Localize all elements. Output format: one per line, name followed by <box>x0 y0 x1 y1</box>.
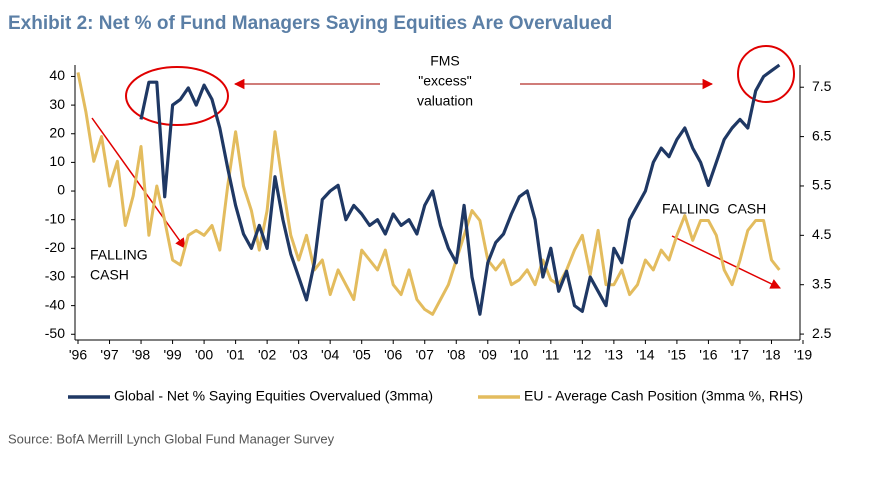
x-tick-label: '16 <box>699 347 717 363</box>
y-tick-label: -20 <box>45 239 65 255</box>
x-tick-label: '14 <box>636 347 654 363</box>
y-tick-label: -40 <box>45 296 65 312</box>
x-tick-label: '10 <box>510 347 528 363</box>
y-tick-label: -30 <box>45 268 65 284</box>
x-tick-label: '19 <box>794 347 812 363</box>
x-tick-label: '15 <box>668 347 686 363</box>
x-tick-label: '17 <box>731 347 749 363</box>
source: Source: BofA Merrill Lynch Global Fund M… <box>8 431 335 446</box>
y-tick-label: 0 <box>57 182 65 198</box>
y-tick-label: -50 <box>45 325 65 341</box>
legend-label: EU - Average Cash Position (3mma %, RHS) <box>524 388 803 404</box>
plot: 40 30 20 10 0 -10 -20 -30 -40 -50 7.5 6.5 5.5 4.5 3.5 2… <box>45 63 832 363</box>
highlight-ellipse <box>125 66 229 126</box>
x-tick-label: '99 <box>163 347 181 363</box>
y-tick-label: -10 <box>45 210 65 226</box>
x-tick-label: '09 <box>479 347 497 363</box>
annotation: CASH <box>90 267 129 283</box>
y-tick-label: 30 <box>49 96 65 112</box>
y2-tick-label: 2.5 <box>812 325 832 341</box>
x-tick-label: '18 <box>762 347 780 363</box>
x-tick-label: '05 <box>353 347 371 363</box>
y-tick-label: 20 <box>49 124 65 140</box>
series-line <box>76 72 781 316</box>
x-tick-label: '04 <box>321 347 339 363</box>
annotation: FMS <box>430 53 460 69</box>
x-tick-label: '08 <box>447 347 465 363</box>
y2-tick-label: 7.5 <box>812 78 832 94</box>
annotation: "excess" <box>418 73 472 89</box>
x-tick-label: '00 <box>195 347 213 363</box>
legend-label: Global - Net % Saying Equities Overvalue… <box>114 388 433 404</box>
highlight-ellipse <box>737 45 795 103</box>
x-tick-label: '07 <box>416 347 434 363</box>
annotation: FALLING <box>90 247 148 263</box>
arrow <box>91 117 186 249</box>
y-tick-label: 40 <box>49 67 65 83</box>
arrow <box>671 235 781 289</box>
x-tick-label: '13 <box>605 347 623 363</box>
x-tick-label: '06 <box>384 347 402 363</box>
y2-tick-label: 5.5 <box>812 177 832 193</box>
x-tick-label: '96 <box>69 347 87 363</box>
series-line <box>139 63 781 316</box>
x-tick-label: '12 <box>573 347 591 363</box>
x-tick-label: '03 <box>290 347 308 363</box>
y-tick-label: 10 <box>49 153 65 169</box>
y2-tick-label: 3.5 <box>812 275 832 291</box>
x-tick-label: '98 <box>132 347 150 363</box>
x-tick-label: '11 <box>542 347 559 363</box>
x-tick-label: '01 <box>226 347 244 363</box>
x-tick-label: '97 <box>100 347 118 363</box>
annotation: valuation <box>417 93 473 109</box>
annotation: FALLING CASH <box>662 201 766 217</box>
x-tick-label: '02 <box>258 347 276 363</box>
y2-tick-label: 6.5 <box>812 127 832 143</box>
y2-tick-label: 4.5 <box>812 226 832 242</box>
chart-title: Exhibit 2: Net % of Fund Managers Saying… <box>8 13 612 34</box>
